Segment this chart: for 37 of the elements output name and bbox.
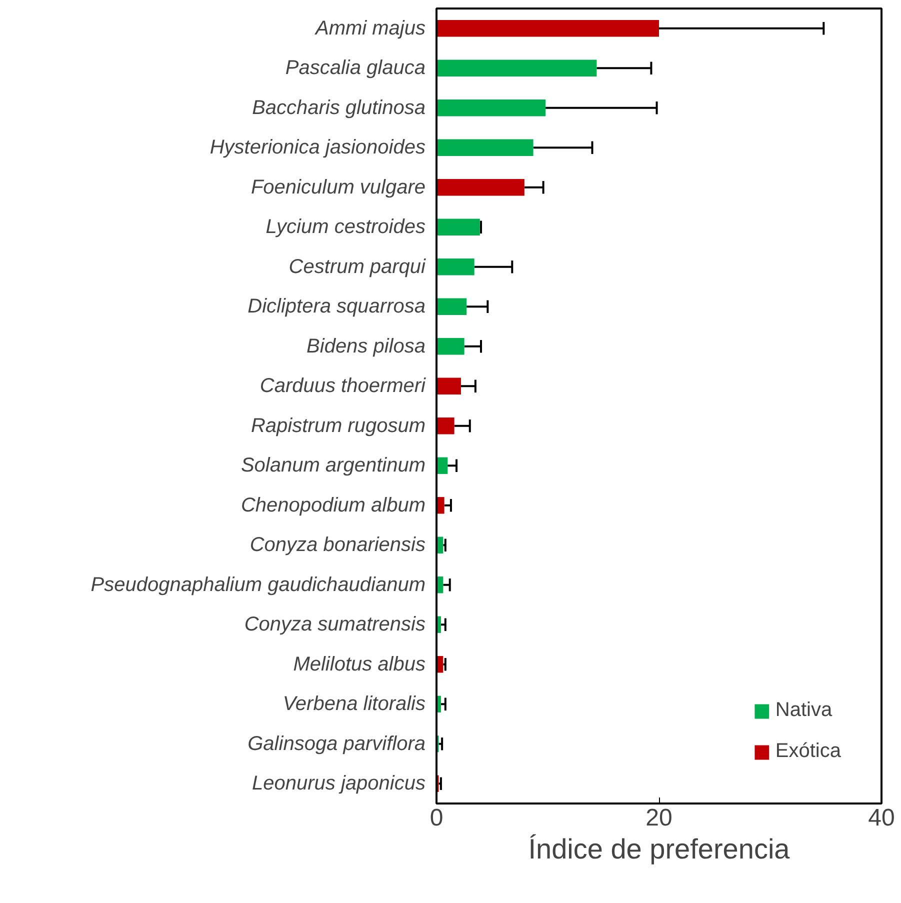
bar [436, 20, 659, 37]
y-tick-label: Ammi majus [314, 17, 426, 40]
y-tick-label: Rapistrum rugosum [251, 414, 426, 437]
y-tick-label: Pseudognaphalium gaudichaudianum [90, 574, 426, 596]
y-tick-label: Verbena litoralis [282, 693, 426, 716]
legend-label: Exótica [775, 740, 841, 763]
y-tick-label: Leonurus japonicus [252, 772, 426, 795]
y-tick-label: Solanum argentinum [240, 454, 426, 477]
y-tick-label: Galinsoga parviflora [248, 732, 426, 755]
x-tick-label: 0 [430, 804, 444, 832]
bar [436, 218, 480, 236]
y-tick-label: Baccharis glutinosa [252, 96, 426, 119]
y-tick-label: Pascalia glauca [285, 57, 426, 80]
y-tick-label: Carduus thoermeri [260, 375, 426, 398]
bar [436, 418, 454, 434]
y-tick-label: Conyza bonariensis [250, 534, 426, 556]
x-tick-label: 20 [646, 804, 672, 832]
x-tick-label: 40 [868, 804, 895, 832]
y-tick-label: Melilotus albus [293, 653, 426, 676]
bar [436, 258, 474, 276]
bar [436, 100, 546, 116]
y-tick-label: Lycium cestroides [266, 216, 426, 238]
y-tick-label: Cestrum parqui [288, 256, 426, 278]
bar [436, 298, 467, 315]
bar [436, 378, 461, 394]
y-tick-label: Hysterionica jasionoides [210, 136, 426, 159]
bar [436, 139, 534, 156]
y-tick-label: Bidens pilosa [306, 335, 426, 358]
y-tick-label: Foeniculum vulgare [250, 176, 426, 198]
x-axis-title: Índice de preferencia [528, 834, 790, 864]
legend-label: Nativa [775, 699, 832, 722]
y-tick-label: Dicliptera squarrosa [248, 296, 426, 318]
bar [436, 179, 524, 196]
y-tick-label: Conyza sumatrensis [244, 614, 426, 636]
bar [436, 338, 464, 355]
bar [436, 60, 597, 76]
y-tick-label: Chenopodium album [240, 494, 426, 516]
